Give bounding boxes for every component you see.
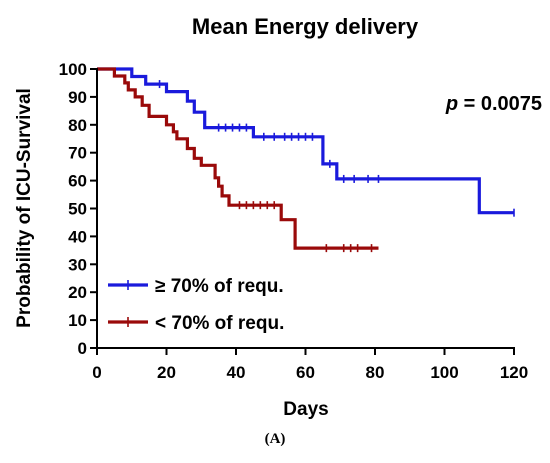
y-tick-label: 80 bbox=[68, 116, 87, 135]
series-2 bbox=[97, 67, 379, 253]
p-value-symbol: p bbox=[445, 93, 458, 115]
y-tick-label: 10 bbox=[68, 311, 87, 330]
panel-label: (A) bbox=[265, 431, 286, 447]
y-tick-label: 20 bbox=[68, 283, 87, 302]
y-ticks: 0 10 20 30 40 50 60 70 80 90 100 bbox=[59, 60, 97, 358]
legend: ≥ 70% of requ. < 70% of requ. bbox=[108, 276, 284, 334]
x-tick-label: 120 bbox=[500, 363, 528, 382]
survival-curve-2 bbox=[97, 67, 379, 250]
y-tick-label: 70 bbox=[68, 144, 87, 163]
x-tick-label: 100 bbox=[430, 363, 458, 382]
survival-curve-1 bbox=[97, 67, 514, 215]
legend-label: < 70% of requ. bbox=[155, 313, 284, 334]
p-value-text: = 0.0075 bbox=[458, 93, 542, 115]
y-tick-label: 50 bbox=[68, 200, 87, 219]
series-lines bbox=[97, 67, 515, 253]
y-tick-label: 30 bbox=[68, 255, 87, 274]
y-tick-label: 0 bbox=[78, 339, 87, 358]
y-tick-label: 60 bbox=[68, 172, 87, 191]
legend-item-1: ≥ 70% of requ. bbox=[108, 276, 284, 297]
x-tick-label: 20 bbox=[157, 363, 176, 382]
p-value-annotation: p = 0.0075 bbox=[445, 93, 542, 115]
y-tick-label: 90 bbox=[68, 88, 87, 107]
chart-title: Mean Energy delivery bbox=[192, 14, 419, 39]
y-axis-label: Probability of ICU-Survival bbox=[14, 88, 35, 328]
x-tick-label: 0 bbox=[92, 363, 101, 382]
y-tick-label: 40 bbox=[68, 227, 87, 246]
y-tick-label: 100 bbox=[59, 60, 87, 79]
series-1 bbox=[97, 67, 515, 217]
x-tick-label: 80 bbox=[366, 363, 385, 382]
legend-item-2: < 70% of requ. bbox=[108, 313, 284, 334]
x-tick-label: 40 bbox=[227, 363, 246, 382]
x-axis-label: Days bbox=[283, 399, 328, 420]
x-tick-label: 60 bbox=[296, 363, 315, 382]
legend-label: ≥ 70% of requ. bbox=[155, 276, 284, 297]
x-ticks: 0 20 40 60 80 100 120 bbox=[92, 348, 528, 382]
